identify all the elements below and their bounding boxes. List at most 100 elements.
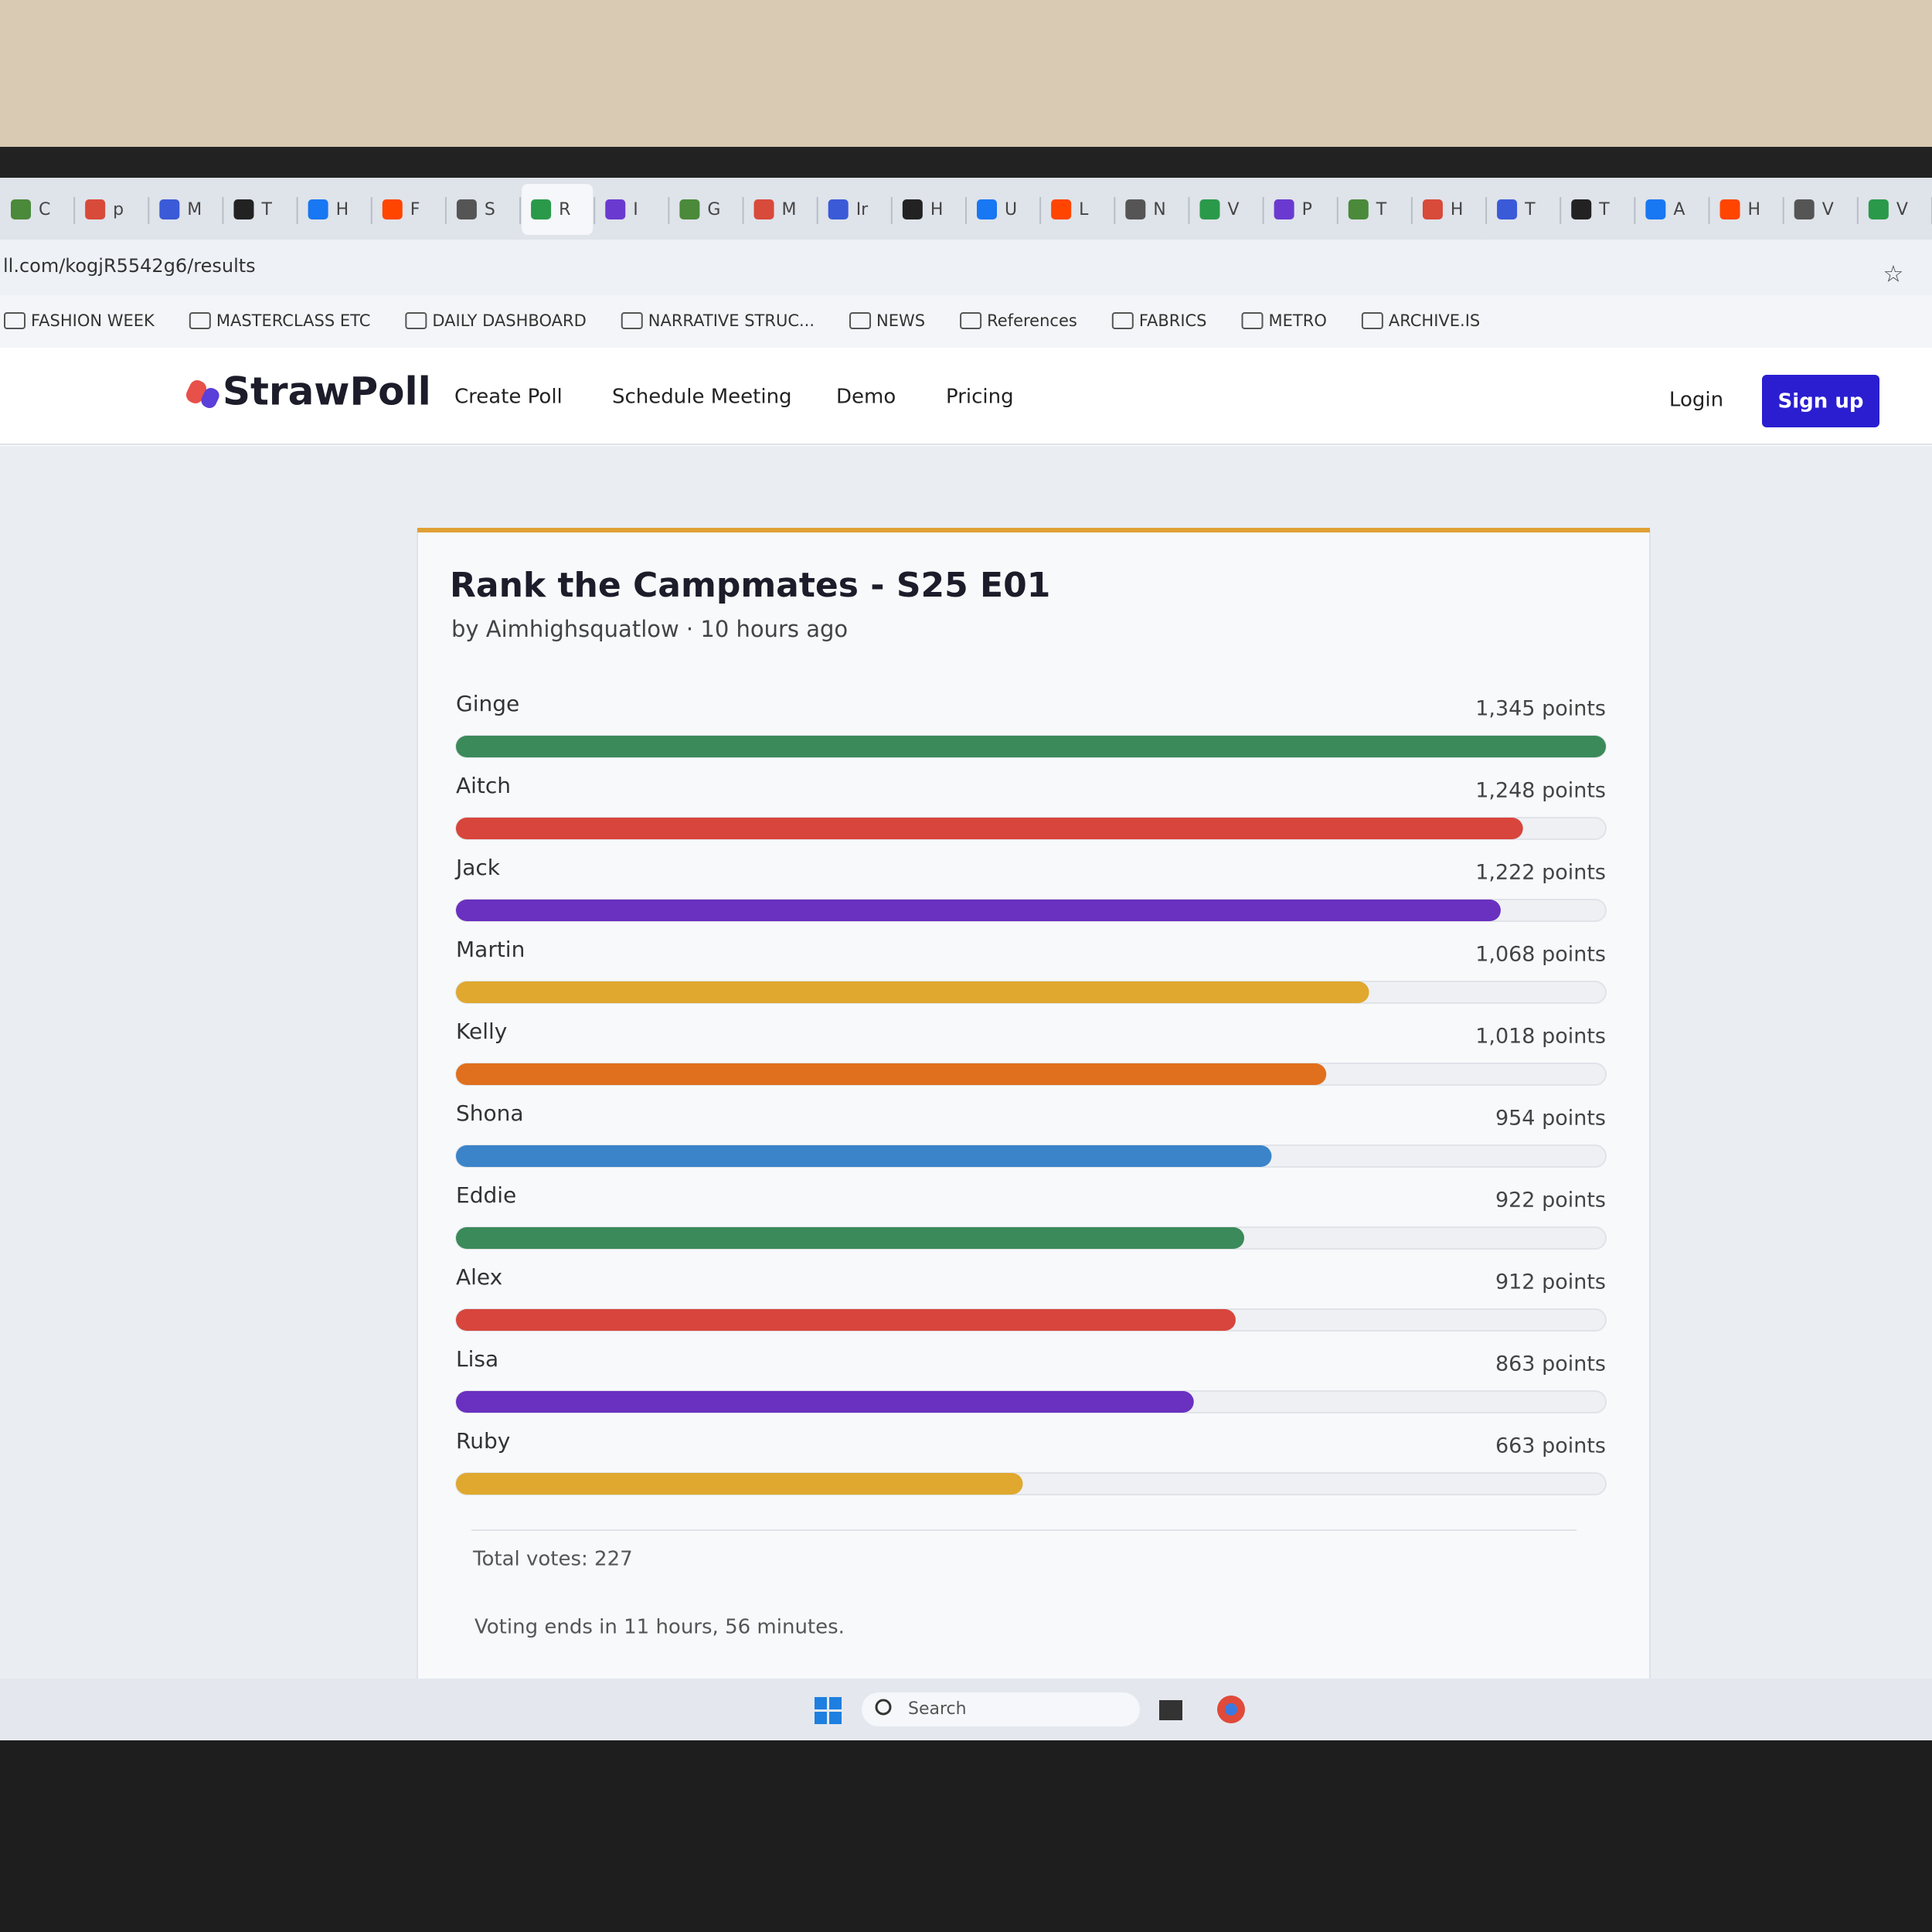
start-icon: [829, 1712, 842, 1724]
tab[interactable]: [1264, 184, 1336, 235]
tab-title: L: [1079, 200, 1089, 219]
tab-icon: [1571, 199, 1592, 219]
tab[interactable]: [1042, 184, 1114, 235]
bar: [456, 900, 1501, 921]
option-label: Ginge: [456, 691, 519, 716]
bookmark-folder-icon: [1241, 312, 1264, 329]
tab[interactable]: [1859, 184, 1930, 235]
tab-title: V: [1822, 200, 1834, 219]
tab[interactable]: [224, 184, 296, 235]
total-votes: Total votes: 227: [472, 1548, 633, 1571]
tab-icon: [382, 199, 403, 219]
tab-title: F: [410, 200, 420, 219]
tab[interactable]: [818, 184, 890, 235]
tab[interactable]: [1636, 184, 1708, 235]
tab-title: H: [336, 200, 349, 219]
signup-button[interactable]: [1762, 375, 1879, 427]
tab[interactable]: [1488, 184, 1560, 235]
bookmark[interactable]: NARRATIVE STRUC...: [648, 311, 815, 330]
tab[interactable]: [670, 184, 742, 235]
chrome-icon-center: [1225, 1703, 1237, 1716]
tab-icon: [1497, 199, 1518, 219]
logo-text: StrawPoll: [223, 369, 431, 414]
tab[interactable]: [298, 184, 370, 235]
tab-icon: [308, 199, 328, 219]
tab-title: R: [559, 200, 570, 219]
bookmark-star[interactable]: ☆: [1883, 261, 1904, 288]
tab-icon: [605, 199, 626, 219]
bookmark[interactable]: MASTERCLASS ETC: [216, 311, 371, 330]
start-icon: [815, 1697, 827, 1709]
tab-title: H: [930, 200, 944, 219]
search-box[interactable]: [862, 1692, 1140, 1726]
bookmark[interactable]: ARCHIVE.IS: [1389, 311, 1480, 330]
tab-title: Ir: [856, 200, 869, 219]
bar: [456, 1309, 1236, 1331]
tab-icon: [1274, 199, 1294, 219]
bookmark[interactable]: METRO: [1269, 311, 1327, 330]
bar: [456, 818, 1523, 839]
nav-link[interactable]: Demo: [836, 386, 896, 409]
start-icon: [815, 1712, 827, 1724]
tab-icon: [902, 199, 923, 219]
tab-icon: [1199, 199, 1220, 219]
tab[interactable]: [1338, 184, 1410, 235]
option-label: Alex: [456, 1264, 502, 1290]
taskview-icon[interactable]: [1159, 1700, 1182, 1720]
tab[interactable]: [744, 184, 816, 235]
option-label: Aitch: [456, 773, 511, 798]
tab[interactable]: [76, 184, 148, 235]
tab[interactable]: [150, 184, 222, 235]
card-accent: [417, 528, 1650, 532]
tab[interactable]: [1116, 184, 1188, 235]
option-points: 1,018 points: [1475, 1025, 1606, 1049]
nav-link[interactable]: Create Poll: [454, 386, 563, 409]
logo[interactable]: StrawPoll: [184, 369, 431, 414]
bookmark[interactable]: References: [987, 311, 1077, 330]
tab[interactable]: [893, 184, 964, 235]
tab[interactable]: [1190, 184, 1262, 235]
bar: [456, 1473, 1023, 1495]
poll-title: Rank the Campmates - S25 E01: [450, 566, 1050, 605]
tab-icon: [828, 199, 849, 219]
tab-title: M: [187, 200, 202, 219]
poll-card: [417, 529, 1651, 1689]
option-points: 863 points: [1495, 1352, 1606, 1376]
bookmark-folder-icon: [1111, 312, 1134, 329]
option-label: Jack: [454, 855, 501, 880]
tab[interactable]: [1784, 184, 1856, 235]
signup-label: Sign up: [1778, 390, 1864, 413]
tab[interactable]: [372, 184, 444, 235]
bookmark[interactable]: NEWS: [876, 311, 925, 330]
bookmark-folder-icon: [4, 312, 26, 329]
poll-byline: by Aimhighsquatlow · 10 hours ago: [451, 616, 848, 642]
tab[interactable]: [2, 184, 73, 235]
tab[interactable]: [1710, 184, 1782, 235]
tab[interactable]: [522, 184, 594, 235]
bookmark[interactable]: FABRICS: [1139, 311, 1207, 330]
option-label: Shona: [456, 1100, 524, 1126]
tab-icon: [679, 199, 700, 219]
tab-icon: [1125, 199, 1146, 219]
bookmark[interactable]: FASHION WEEK: [31, 311, 155, 330]
tab-icon: [1794, 199, 1815, 219]
start-button[interactable]: [815, 1697, 842, 1724]
option-label: Eddie: [456, 1182, 516, 1208]
tab-title: A: [1673, 200, 1685, 219]
bookmark[interactable]: DAILY DASHBOARD: [432, 311, 586, 330]
bezel: [0, 147, 1932, 178]
option-points: 954 points: [1495, 1107, 1606, 1131]
tab[interactable]: [447, 184, 519, 235]
url[interactable]: ll.com/kogjR5542g6/results: [3, 255, 256, 277]
nav-link[interactable]: Pricing: [946, 386, 1014, 409]
tab-title: M: [782, 200, 797, 219]
search-label: Search: [908, 1699, 967, 1719]
tab[interactable]: [596, 184, 668, 235]
login-link[interactable]: Login: [1669, 389, 1723, 412]
tab[interactable]: [968, 184, 1039, 235]
tab[interactable]: [1413, 184, 1485, 235]
tab-icon: [456, 199, 477, 219]
tab-icon: [85, 199, 106, 219]
nav-link[interactable]: Schedule Meeting: [612, 386, 792, 409]
tab[interactable]: [1562, 184, 1634, 235]
